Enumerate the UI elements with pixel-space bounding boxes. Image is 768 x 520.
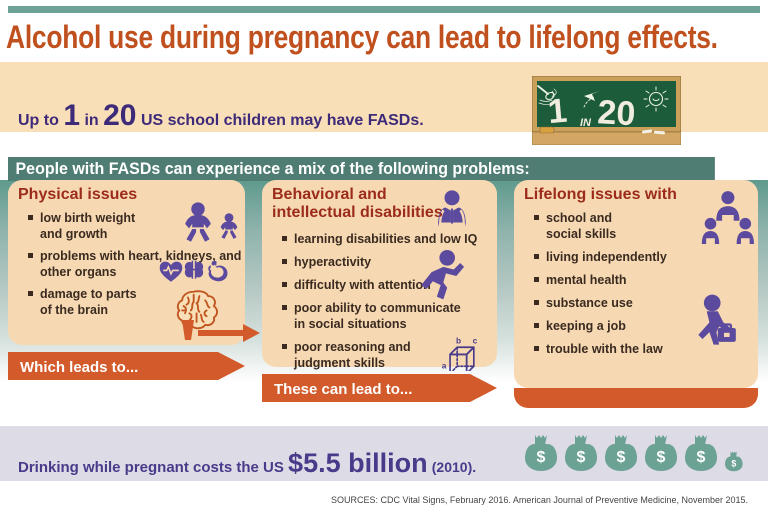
svg-text:20: 20 (597, 93, 637, 133)
svg-text:Which leads to...: Which leads to... (20, 359, 138, 376)
svg-text:1: 1 (546, 92, 568, 132)
svg-text:IN: IN (580, 117, 592, 129)
svg-text:These can lead to...: These can lead to... (274, 381, 412, 398)
